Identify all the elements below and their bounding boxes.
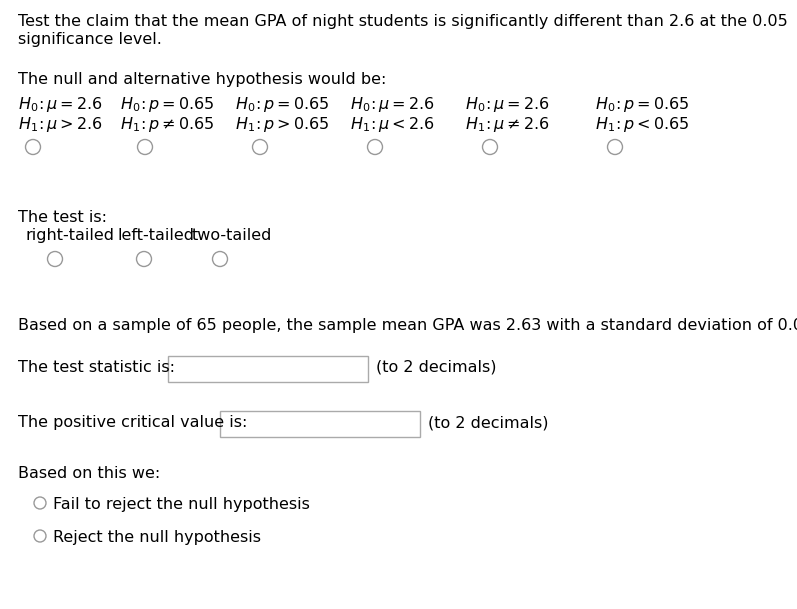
Text: $H_0\!:p = 0.65$: $H_0\!:p = 0.65$ [235, 95, 330, 114]
Text: $H_1\!:\mu \neq 2.6$: $H_1\!:\mu \neq 2.6$ [465, 115, 550, 134]
Text: (to 2 decimals): (to 2 decimals) [428, 415, 548, 430]
Text: Based on this we:: Based on this we: [18, 466, 160, 481]
Text: The null and alternative hypothesis would be:: The null and alternative hypothesis woul… [18, 72, 387, 87]
Text: $H_0\!:\mu = 2.6$: $H_0\!:\mu = 2.6$ [465, 95, 550, 114]
Text: Fail to reject the null hypothesis: Fail to reject the null hypothesis [53, 497, 310, 512]
Text: two-tailed: two-tailed [192, 228, 273, 243]
Text: $H_1\!:\mu > 2.6$: $H_1\!:\mu > 2.6$ [18, 115, 103, 134]
Text: $H_0\!:\mu = 2.6$: $H_0\!:\mu = 2.6$ [350, 95, 435, 114]
Text: Reject the null hypothesis: Reject the null hypothesis [53, 530, 261, 545]
Text: $H_1\!:p < 0.65$: $H_1\!:p < 0.65$ [595, 115, 689, 134]
FancyBboxPatch shape [168, 356, 368, 382]
FancyBboxPatch shape [220, 411, 420, 437]
Text: $H_0\!:p = 0.65$: $H_0\!:p = 0.65$ [120, 95, 214, 114]
Text: $H_0\!:\mu = 2.6$: $H_0\!:\mu = 2.6$ [18, 95, 103, 114]
Text: $H_1\!:p > 0.65$: $H_1\!:p > 0.65$ [235, 115, 330, 134]
Text: Based on a sample of 65 people, the sample mean GPA was 2.63 with a standard dev: Based on a sample of 65 people, the samp… [18, 318, 797, 333]
Text: significance level.: significance level. [18, 32, 162, 47]
Text: The positive critical value is:: The positive critical value is: [18, 415, 247, 430]
Text: The test statistic is:: The test statistic is: [18, 360, 175, 375]
Text: $H_0\!:p = 0.65$: $H_0\!:p = 0.65$ [595, 95, 689, 114]
Text: (to 2 decimals): (to 2 decimals) [376, 360, 497, 375]
Text: The test is:: The test is: [18, 210, 107, 225]
Text: right-tailed: right-tailed [26, 228, 115, 243]
Text: $H_1\!:p \neq 0.65$: $H_1\!:p \neq 0.65$ [120, 115, 214, 134]
Text: $H_1\!:\mu < 2.6$: $H_1\!:\mu < 2.6$ [350, 115, 435, 134]
Text: left-tailed: left-tailed [118, 228, 195, 243]
Text: Test the claim that the mean GPA of night students is significantly different th: Test the claim that the mean GPA of nigh… [18, 14, 787, 29]
